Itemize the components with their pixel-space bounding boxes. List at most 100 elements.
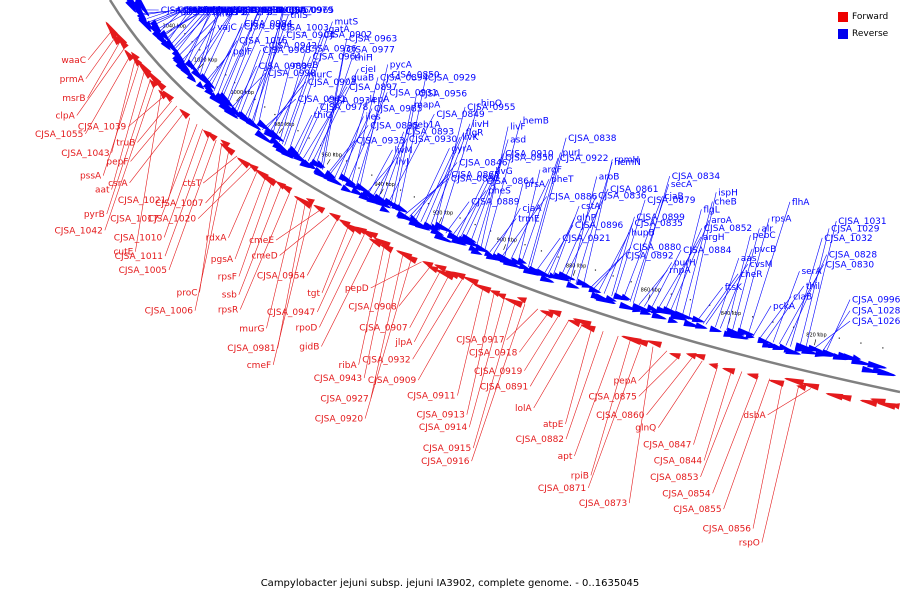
leader-line: [702, 273, 739, 324]
leader-line: [329, 125, 369, 175]
reverse-gene-label: CJSA_1032: [824, 234, 872, 244]
reverse-gene-label: flgR: [466, 128, 484, 138]
leader-line: [186, 9, 212, 65]
forward-gene-arrow: [859, 399, 878, 408]
forward-gene-label: clpA: [55, 111, 75, 121]
forward-gene-arrow: [722, 367, 736, 375]
leader-line: [196, 9, 219, 75]
reverse-gene-label: lepA: [369, 95, 390, 105]
tick-label: 940 kbp: [374, 182, 394, 188]
forward-gene-arrow: [342, 223, 357, 233]
tick-mark: [503, 244, 507, 251]
leader-line: [409, 270, 442, 328]
leader-line: [164, 9, 196, 42]
leader-line: [219, 9, 260, 97]
reverse-gene-label: CJSA_0946: [220, 6, 269, 16]
guide-dot: [208, 58, 210, 60]
reverse-gene-label: CJSA_0983: [259, 62, 307, 72]
forward-gene-label: rspO: [739, 539, 760, 549]
reverse-gene-label: CJSA_0934: [328, 96, 377, 106]
reverse-gene-label: mapA: [414, 101, 441, 111]
leader-line: [638, 269, 668, 305]
reverse-gene-label: serA: [801, 267, 822, 277]
forward-gene-label: msrB: [62, 94, 85, 104]
leader-line: [506, 308, 539, 340]
forward-gene-arrow: [621, 335, 642, 346]
leader-line: [135, 90, 162, 252]
reverse-gene-label: guaB: [351, 74, 374, 84]
tick-label: 920 kbp: [433, 210, 453, 216]
reverse-gene-label: thil: [806, 282, 820, 292]
reverse-gene-label: livF: [510, 123, 526, 133]
reverse-gene-label: CJSA_1025: [177, 6, 225, 16]
reverse-gene-label: CJSA_0895: [370, 121, 418, 131]
leader-line: [726, 234, 751, 331]
forward-gene-arrow: [236, 157, 251, 169]
reverse-gene-label: rnpA: [669, 266, 691, 276]
reverse-gene-arrow: [566, 281, 580, 289]
reverse-gene-label: CJSA_0977: [346, 45, 394, 55]
reverse-gene-label: pvcB: [754, 245, 776, 255]
reverse-gene-label: peb1A: [412, 120, 442, 130]
leader-line: [412, 162, 458, 219]
reverse-gene-label: CJSA_1026: [852, 317, 900, 327]
leader-line: [364, 257, 412, 419]
guide-dot: [244, 91, 246, 93]
tick-label: 1040 kbp: [163, 24, 187, 30]
leader-line: [274, 56, 311, 139]
reverse-gene-label: CJSA_0865: [451, 170, 499, 180]
leader-line: [190, 9, 234, 70]
forward-gene-label: aat: [95, 186, 110, 196]
forward-gene-label: pssA: [80, 172, 102, 182]
forward-gene-arrow: [158, 89, 168, 100]
reverse-gene-label: alr: [761, 224, 773, 234]
leader-line: [668, 219, 710, 315]
forward-gene-arrow: [434, 264, 447, 273]
leader-line: [804, 221, 837, 351]
forward-gene-label: CJSA_0844: [654, 456, 703, 466]
leader-line: [327, 140, 355, 174]
leader-line: [574, 335, 619, 457]
forward-gene-label: CJSA_0981: [227, 344, 275, 354]
leader-line: [204, 51, 232, 83]
leader-line: [293, 114, 313, 152]
reverse-gene-label: flhA: [792, 198, 810, 208]
leader-line: [284, 28, 327, 146]
forward-gene-arrow: [124, 49, 135, 62]
reverse-gene-label: CJSA_0904: [286, 31, 335, 41]
forward-gene-label: pyrB: [84, 210, 105, 220]
reverse-gene-label: CJSA_0894: [380, 73, 429, 83]
leader-line: [563, 188, 609, 281]
forward-gene-label: CJSA_0919: [474, 367, 523, 377]
forward-gene-label: ssb: [222, 291, 237, 301]
leader-line: [181, 26, 216, 61]
reverse-gene-arrow: [160, 39, 171, 51]
forward-gene-label: rpiB: [571, 471, 589, 481]
forward-gene-label: CJSA_0855: [673, 505, 721, 515]
leader-line: [350, 77, 379, 187]
leader-line: [765, 285, 805, 341]
tick-mark: [278, 128, 283, 134]
reverse-gene-label: CJSA_0986: [236, 6, 285, 16]
forward-gene-label: CJSA_0860: [596, 411, 645, 421]
reverse-gene-label: CJSA_0838: [568, 134, 617, 144]
leader-line: [752, 305, 772, 338]
reverse-gene-label: ispH: [718, 188, 738, 198]
reverse-gene-arrow: [588, 285, 602, 293]
leader-line-layer: [76, 9, 851, 543]
reverse-gene-label: CJSA_0834: [672, 172, 721, 182]
leader-line: [809, 320, 851, 352]
forward-gene-label: CJSA_1042: [54, 226, 102, 236]
reverse-gene-label: CJSA_0941: [298, 95, 346, 105]
reverse-gene-arrow: [186, 73, 197, 83]
leader-line: [529, 319, 570, 387]
forward-gene-label: rdxA: [206, 234, 228, 244]
guide-dot: [184, 33, 186, 35]
genome-backbone-arc: [108, 0, 900, 394]
legend-label-reverse: Reverse: [852, 28, 889, 39]
leader-line: [322, 38, 348, 170]
leader-line: [234, 176, 267, 260]
tick-label: 960 kbp: [322, 153, 342, 159]
leader-line: [767, 388, 811, 416]
leader-line: [198, 9, 220, 78]
